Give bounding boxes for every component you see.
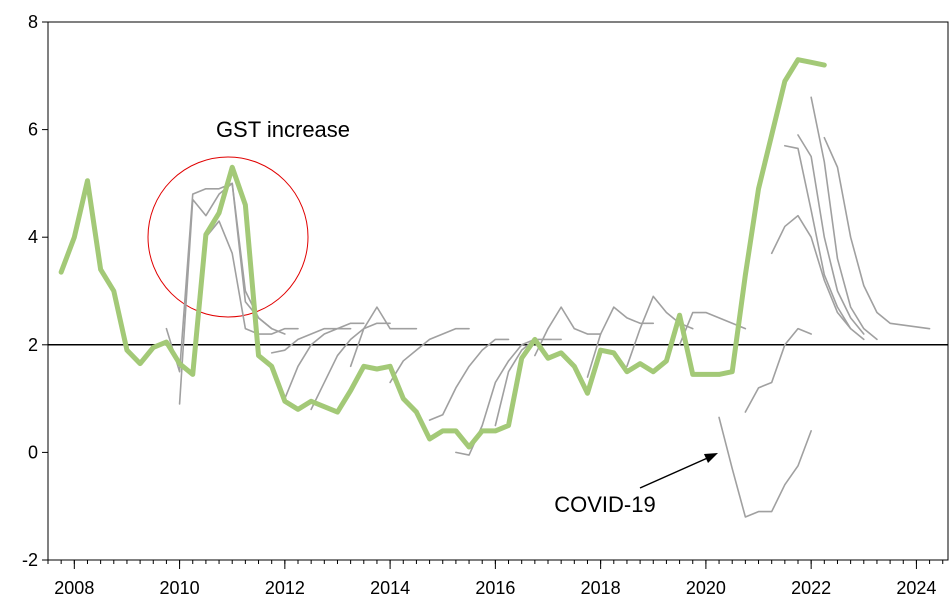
y-tick-label: 6 [28,120,38,140]
series-line [823,136,931,330]
x-tick-label: 2016 [475,578,515,598]
y-tick-label: -2 [22,550,38,570]
series-line [284,322,365,400]
x-tick-label: 2008 [54,578,94,598]
series-line [784,144,865,341]
x-tick-label: 2010 [160,578,200,598]
series-line [58,57,827,450]
y-tick-label: 4 [28,227,38,247]
x-tick-label: 2012 [265,578,305,598]
series-line [797,134,865,335]
series-line [744,327,812,413]
series-line [389,327,470,384]
gst-circle [147,156,309,318]
series-line [205,220,299,335]
x-tick-label: 2014 [370,578,410,598]
series-line [718,416,812,518]
series-line [349,306,418,368]
series-line [428,338,510,421]
x-tick-label: 2022 [791,578,831,598]
series-line [770,214,852,330]
series-line [270,327,352,354]
series-line [178,182,286,405]
y-tick-label: 8 [28,12,38,32]
arrow-line [639,455,713,489]
plot-frame [47,21,949,561]
series-line [534,306,602,357]
series-line [455,338,536,456]
x-tick-label: 2024 [896,578,936,598]
series-line [678,311,747,346]
arrow-head [704,453,718,463]
annotation: GST increase [216,117,350,142]
annotation: COVID-19 [554,492,655,517]
y-tick-label: 2 [28,335,38,355]
y-tick-label: 0 [28,442,38,462]
series-line [810,96,878,341]
series-line [310,322,391,411]
x-tick-label: 2020 [686,578,726,598]
x-tick-label: 2018 [581,578,621,598]
